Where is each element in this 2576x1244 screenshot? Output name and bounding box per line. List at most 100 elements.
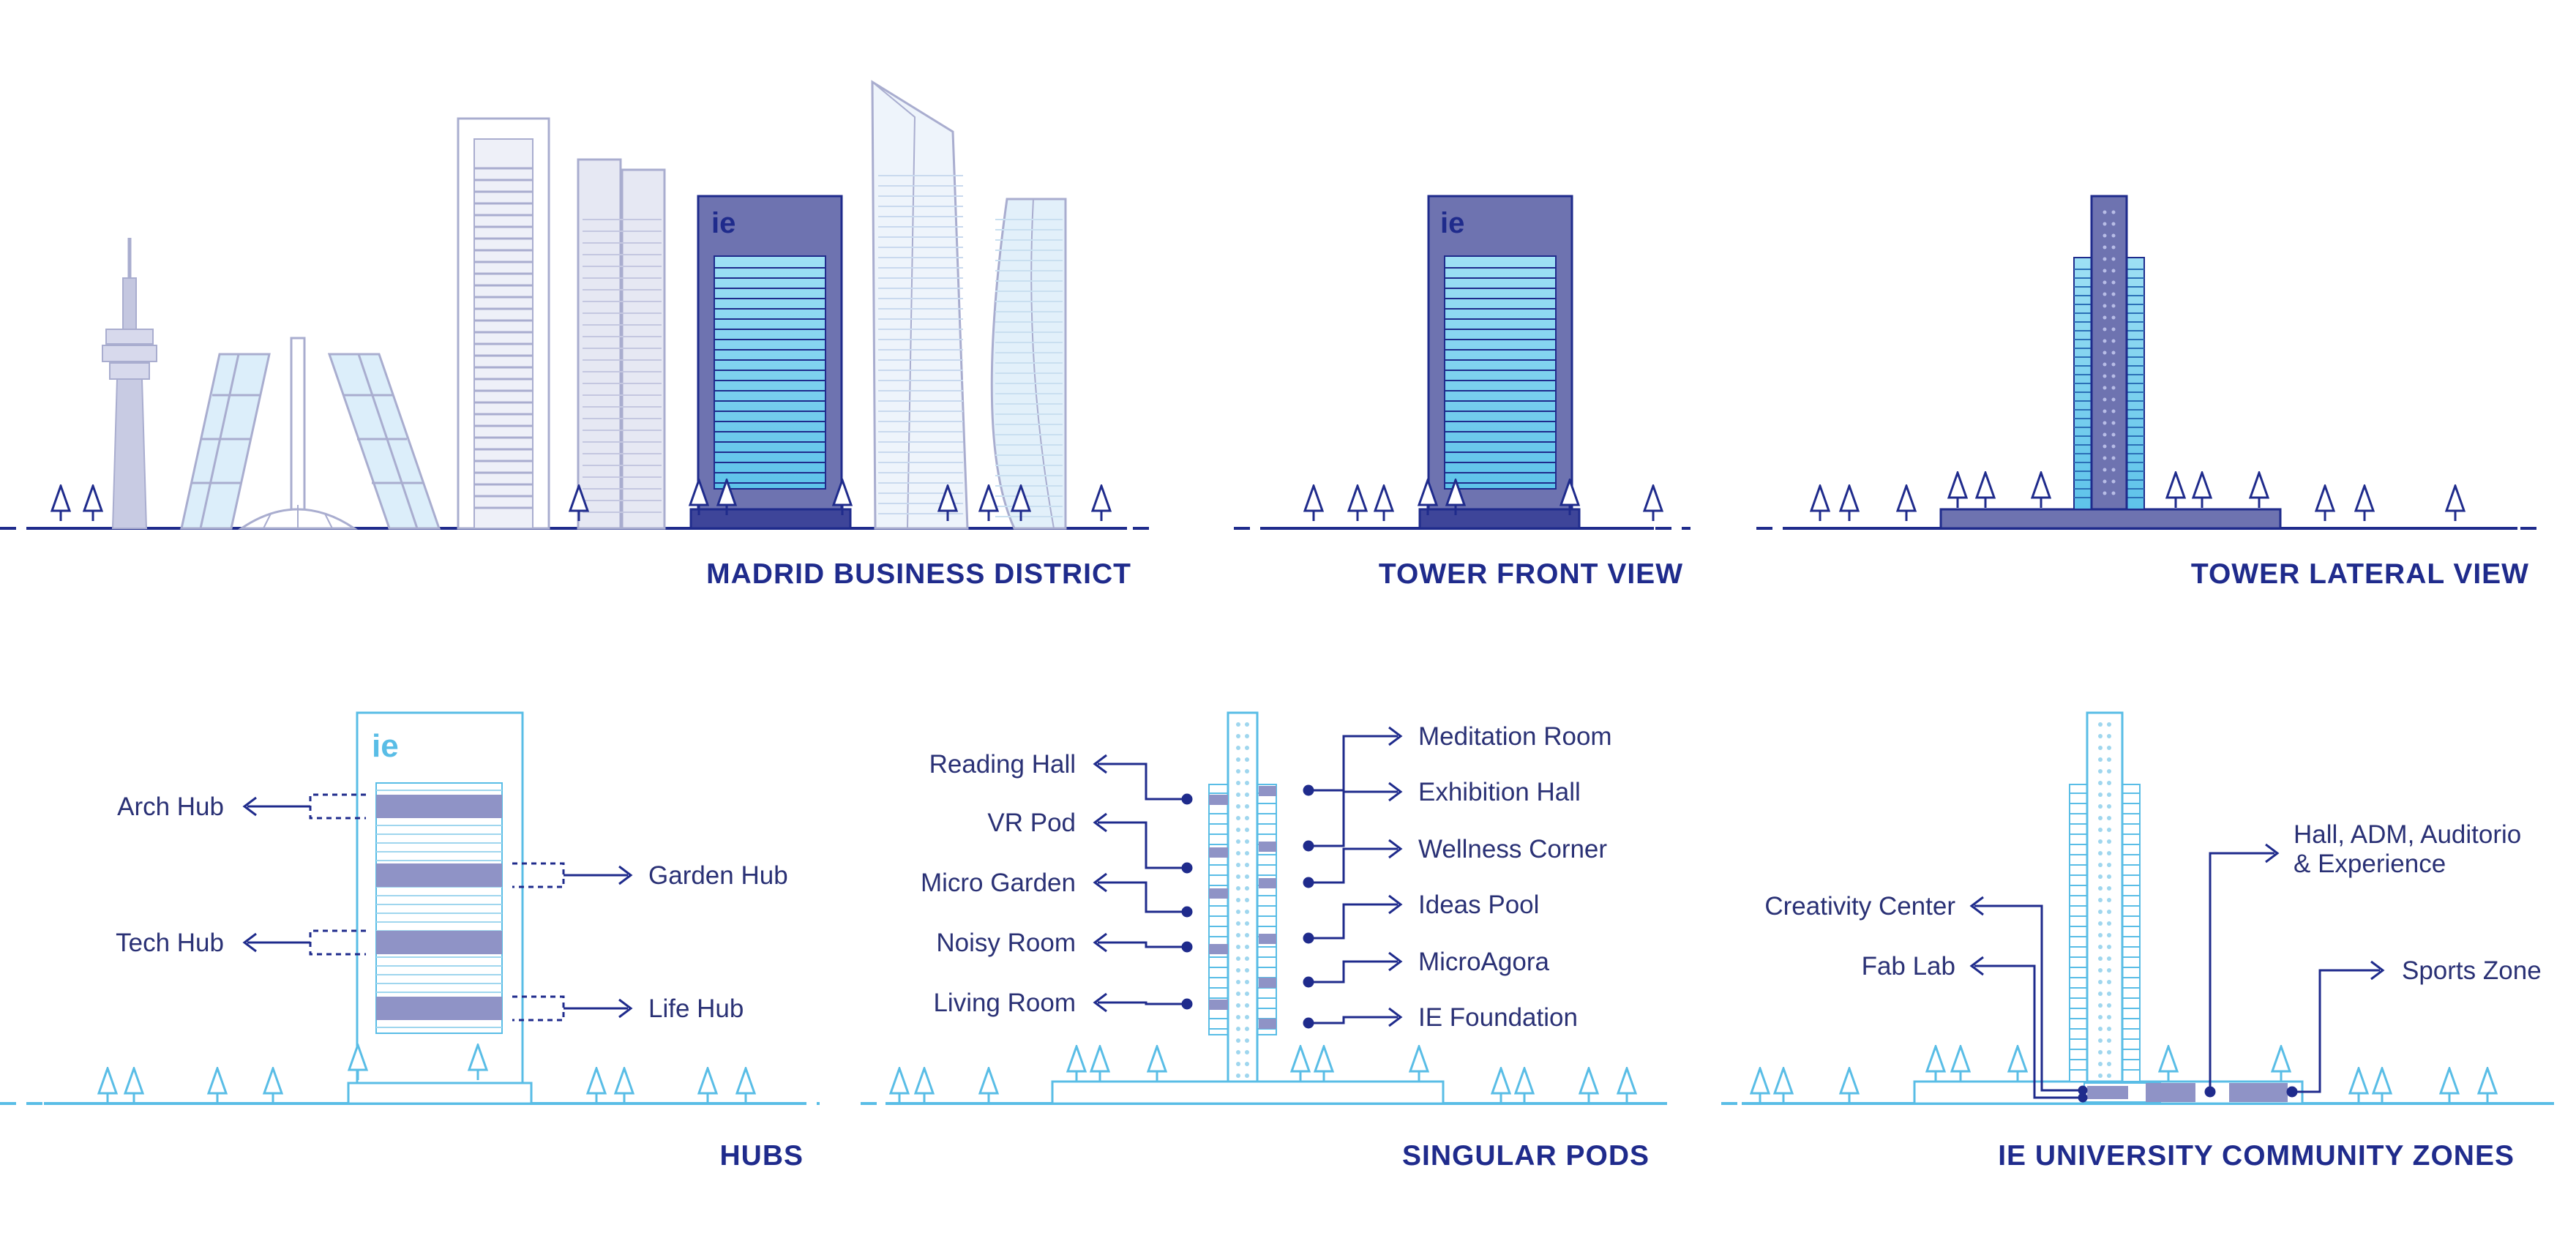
curved-tower xyxy=(990,198,1067,530)
ie-logo: ie xyxy=(711,207,735,239)
label-exhibition-hall: Exhibition Hall xyxy=(1418,778,1581,806)
facade-dot xyxy=(2103,421,2107,425)
kio-tower-left xyxy=(180,353,271,530)
callout-dot xyxy=(1303,1017,1314,1029)
facade-dot xyxy=(1245,1062,1249,1066)
facade-dot xyxy=(2103,245,2107,250)
panel-title-lateral: TOWER LATERAL VIEW xyxy=(2191,558,2529,590)
facade-dot xyxy=(2107,992,2111,996)
facade-dot xyxy=(2098,886,2103,891)
facade-dot xyxy=(1236,874,1240,879)
facade-dot xyxy=(1245,722,1249,727)
facade-dot xyxy=(2107,956,2111,961)
callout-dot xyxy=(1303,840,1314,852)
facade-dot xyxy=(2103,339,2107,343)
facade-dot xyxy=(2098,851,2103,855)
facade-dot xyxy=(2098,746,2103,750)
arrow-head xyxy=(1388,1007,1403,1027)
facade-dot xyxy=(2111,327,2116,331)
label-reading-hall: Reading Hall xyxy=(929,750,1076,779)
label-living-room: Living Room xyxy=(933,989,1076,1017)
facade-dot xyxy=(2098,769,2103,773)
callout-dot xyxy=(1303,877,1314,888)
facade-dot xyxy=(2098,874,2103,879)
ie-tower-skyline: ie xyxy=(689,195,852,530)
ie-logo: ie xyxy=(372,728,399,764)
facade-dot xyxy=(2103,362,2107,367)
facade-dot xyxy=(2103,444,2107,449)
facade-dot xyxy=(2103,304,2107,308)
facade-dot xyxy=(2098,757,2103,762)
label-experience: & Experience xyxy=(2294,850,2446,878)
facade-dot xyxy=(2098,992,2103,996)
facade-dot xyxy=(2103,491,2107,495)
facade-dot xyxy=(2111,432,2116,437)
label-meditation-room: Meditation Room xyxy=(1418,722,1612,751)
pod-block-left xyxy=(1209,1000,1228,1010)
garden-hub-band xyxy=(376,863,502,887)
pod-block-left xyxy=(1209,795,1228,805)
facade-dot xyxy=(2111,491,2116,495)
facade-dot xyxy=(1245,757,1249,762)
panel-title-hubs: HUBS xyxy=(719,1140,804,1172)
label-hall-adm-auditorio: Hall, ADM, Auditorio xyxy=(2294,820,2521,849)
facade-dot xyxy=(2103,351,2107,355)
facade-dot xyxy=(1236,746,1240,750)
pod-callout-line xyxy=(1308,960,1398,983)
label-tech-hub: Tech Hub xyxy=(116,929,224,957)
arrow-head xyxy=(1388,951,1403,972)
facade-dot xyxy=(2111,257,2116,261)
facade-dot xyxy=(2107,734,2111,738)
facade-dot xyxy=(2103,327,2107,331)
panel-title-pods: SINGULAR PODS xyxy=(1402,1140,1650,1172)
facade-dot xyxy=(2107,886,2111,891)
facade-dot xyxy=(2098,1027,2103,1031)
facade-dot xyxy=(2111,362,2116,367)
facade-dot xyxy=(2103,386,2107,390)
pod-block-right xyxy=(1259,786,1276,796)
callout-dot xyxy=(1303,784,1314,796)
facade-dot xyxy=(1245,781,1249,785)
facade-dot xyxy=(2103,479,2107,484)
facade-dot xyxy=(2098,980,2103,984)
facade-dot xyxy=(1236,863,1240,867)
facade-dot xyxy=(2098,816,2103,820)
facade-dot xyxy=(2107,910,2111,914)
facade-dot xyxy=(2098,722,2103,727)
facade-dot xyxy=(2107,828,2111,832)
facade-dot xyxy=(1245,874,1249,879)
facade-dot xyxy=(2111,351,2116,355)
facade-dot xyxy=(1236,1038,1240,1043)
facade-dot xyxy=(2103,269,2107,273)
facade-dot xyxy=(1236,793,1240,797)
facade-dot xyxy=(1236,980,1240,984)
facade-dot xyxy=(2107,757,2111,762)
facade-dot xyxy=(2098,1015,2103,1019)
facade-dot xyxy=(1245,898,1249,902)
facade-dot xyxy=(2111,374,2116,378)
facade-dot xyxy=(1245,816,1249,820)
facade-dot xyxy=(1245,863,1249,867)
pod-callout-line xyxy=(1098,1001,1187,1005)
arrow-head xyxy=(1093,932,1107,953)
facade-dot xyxy=(1236,804,1240,809)
facade-dot xyxy=(1236,828,1240,832)
panel-title-front: TOWER FRONT VIEW xyxy=(1379,558,1683,590)
facade-dot xyxy=(2098,1050,2103,1054)
life-hub-band xyxy=(376,997,502,1020)
tall-skyscraper-2 xyxy=(577,158,666,530)
label-ie-foundation: IE Foundation xyxy=(1418,1003,1578,1032)
arrow-head xyxy=(1388,894,1403,915)
facade-dot xyxy=(2107,1038,2111,1043)
facade-dot xyxy=(1245,968,1249,973)
facade-dot xyxy=(1236,956,1240,961)
facade-dot xyxy=(2111,456,2116,460)
facade-dot xyxy=(1236,910,1240,914)
facade-dot xyxy=(1245,851,1249,855)
facade-dot xyxy=(1236,839,1240,844)
facade-dot xyxy=(2107,746,2111,750)
pod-block-right xyxy=(1259,842,1276,852)
facade-dot xyxy=(1236,1050,1240,1054)
pod-callout-line xyxy=(1098,941,1187,948)
